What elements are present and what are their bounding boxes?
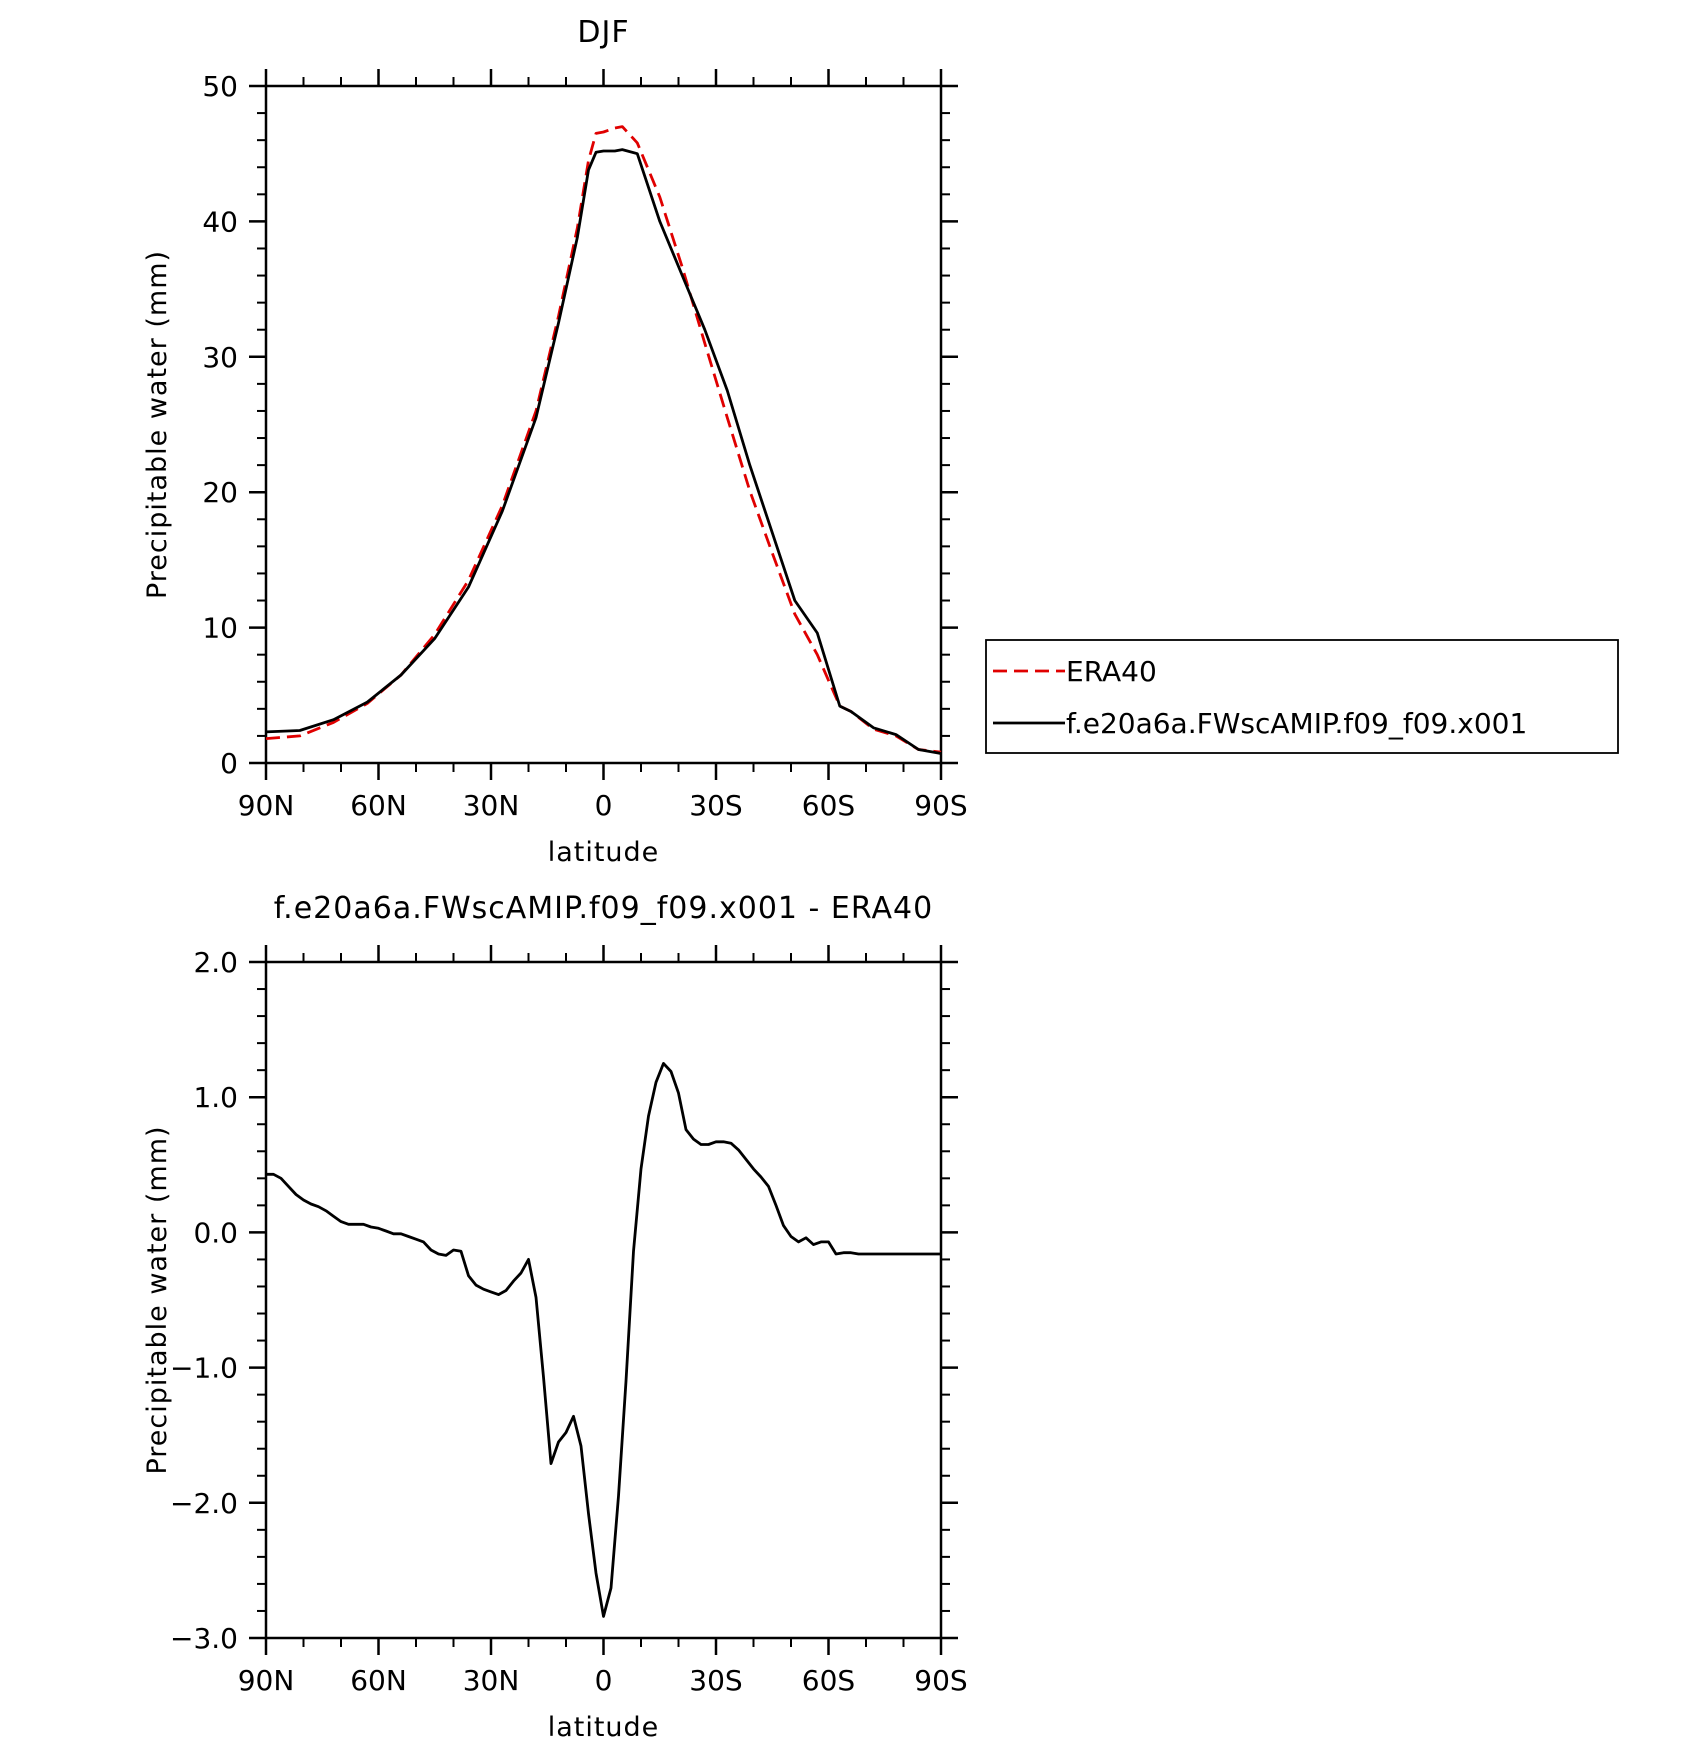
plot-frame <box>264 960 943 1640</box>
chart-title: DJF <box>577 15 629 50</box>
y-tick-label: 1.0 <box>193 1081 238 1114</box>
series-line-1 <box>265 148 942 755</box>
y-tick-label: 50 <box>202 70 238 103</box>
panel-bottom-difference: 90N 60N 30N 0 30S 60S 90S −3.0 −2.0 −1.0 0.0 1.0 2.0… <box>142 891 968 1741</box>
y-tick-label: 30 <box>202 341 238 374</box>
y-tick-label: −3.0 <box>170 1622 238 1655</box>
x-tick-label: 30N <box>463 1664 520 1697</box>
y-tick-label: 2.0 <box>193 946 238 979</box>
legend-entry: ERA40 <box>1066 655 1157 688</box>
y-tick-label: 40 <box>202 205 238 238</box>
x-tick-label: 0 <box>595 1664 613 1697</box>
y-tick-label: 0.0 <box>193 1216 238 1249</box>
plot-frame <box>264 84 943 765</box>
x-axis-label: latitude <box>548 1712 660 1741</box>
x-tick-label: 30S <box>689 1664 742 1697</box>
y-tick-label: 20 <box>202 476 238 509</box>
x-tick-label: 60S <box>802 1664 855 1697</box>
legend-entry: f.e20a6a.FWscAMIP.f09_f09.x001 <box>1066 707 1527 740</box>
series-line-0 <box>266 1062 941 1618</box>
y-tick-label: 10 <box>202 612 238 645</box>
y-tick-label: −1.0 <box>170 1352 238 1385</box>
x-tick-label: 0 <box>595 789 613 822</box>
x-tick-label: 90S <box>914 789 967 822</box>
x-tick-label: 90N <box>238 1664 295 1697</box>
y-tick-label: −2.0 <box>170 1487 238 1520</box>
x-tick-label: 90N <box>238 789 295 822</box>
legend-box <box>985 639 1619 754</box>
x-tick-label: 60S <box>802 789 855 822</box>
x-tick-label: 30S <box>689 789 742 822</box>
x-tick-label: 60N <box>350 789 407 822</box>
y-tick-label: 0 <box>220 747 238 780</box>
x-tick-label: 90S <box>914 1664 967 1697</box>
x-tick-label: 30N <box>463 789 520 822</box>
y-axis-label: Precipitable water (mm) <box>142 250 173 599</box>
x-axis-label: latitude <box>548 837 660 868</box>
y-axis-label: Precipitable water (mm) <box>142 1125 173 1474</box>
chart-title: f.e20a6a.FWscAMIP.f09_f09.x001 - ERA40 <box>274 891 933 926</box>
series-line-0 <box>265 125 942 754</box>
panel-top-djf: 90N 60N 30N 0 30S 60S 90S 0 10 20 30 40 50 DJF latitud… <box>142 15 1619 868</box>
x-tick-label: 60N <box>350 1664 407 1697</box>
